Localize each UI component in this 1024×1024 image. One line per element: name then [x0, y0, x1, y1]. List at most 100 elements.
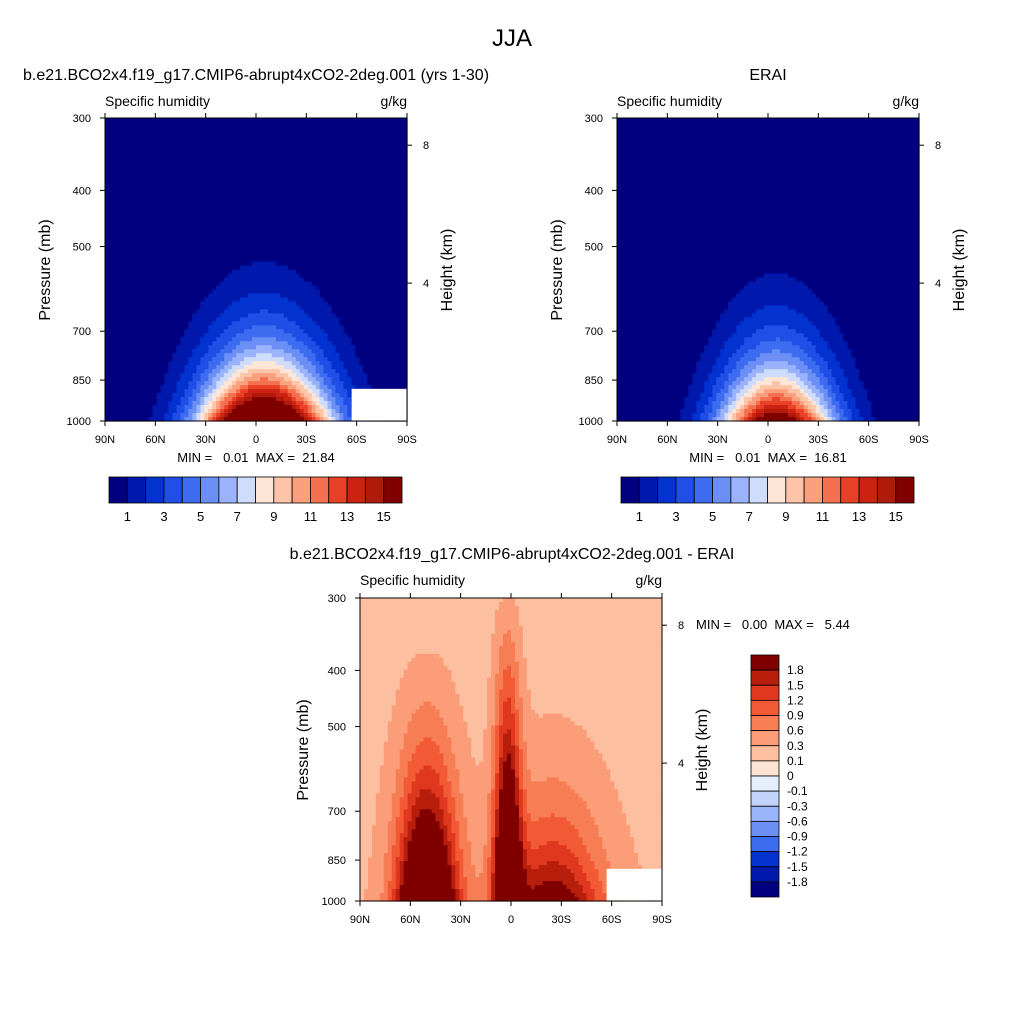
contour-cell: [335, 190, 340, 195]
contour-cell: [145, 138, 150, 143]
contour-cell: [355, 273, 360, 278]
contour-cell: [228, 210, 233, 215]
contour-cell: [343, 353, 348, 358]
contour-cell: [288, 333, 293, 338]
contour-cell: [339, 281, 344, 286]
contour-cell: [200, 270, 205, 275]
contour-cell: [141, 377, 146, 382]
contour-cell: [312, 238, 317, 243]
contour-cell: [332, 333, 337, 338]
contour-cell: [184, 397, 189, 402]
contour-cell: [272, 329, 277, 334]
contour-cell: [312, 373, 317, 378]
contour-cell: [244, 329, 249, 334]
contour-cell: [177, 134, 182, 139]
contour-cell: [276, 214, 281, 219]
contour-cell: [288, 230, 293, 235]
contour-cell: [288, 242, 293, 247]
contour-cell: [204, 365, 209, 370]
contour-cell: [284, 154, 289, 159]
contour-cell: [192, 154, 197, 159]
contour-cell: [188, 341, 193, 346]
contour-cell: [335, 305, 340, 310]
contour-cell: [351, 146, 356, 151]
contour-cell: [196, 266, 201, 271]
contour-cell: [173, 182, 178, 187]
contour-cell: [260, 281, 265, 286]
contour-cell: [284, 206, 289, 211]
contour-cell: [256, 381, 261, 386]
contour-cell: [351, 250, 356, 255]
contour-cell: [339, 297, 344, 302]
contour-cell: [216, 361, 221, 366]
contour-cell: [339, 162, 344, 167]
contour-cell: [125, 194, 130, 199]
contour-cell: [324, 293, 329, 298]
contour-cell: [145, 409, 150, 414]
contour-cell: [117, 206, 122, 211]
contour-cell: [316, 393, 321, 398]
contour-cell: [268, 365, 273, 370]
contour-cell: [304, 405, 309, 410]
contour-cell: [355, 325, 360, 330]
contour-cell: [212, 250, 217, 255]
contour-cell: [260, 146, 265, 151]
contour-cell: [173, 166, 178, 171]
contour-cell: [165, 194, 170, 199]
contour-cell: [260, 226, 265, 231]
contour-cell: [157, 409, 162, 414]
contour-cell: [288, 329, 293, 334]
contour-cell: [248, 405, 253, 410]
contour-cell: [173, 130, 178, 135]
contour-cell: [188, 190, 193, 195]
contour-cell: [212, 401, 217, 406]
contour-cell: [196, 409, 201, 414]
contour-cell: [276, 158, 281, 163]
contour-cell: [256, 254, 261, 259]
contour-cell: [328, 162, 333, 167]
contour-cell: [324, 345, 329, 350]
contour-cell: [308, 182, 313, 187]
contour-cell: [109, 341, 114, 346]
contour-cell: [125, 230, 130, 235]
contour-cell: [324, 281, 329, 286]
contour-cell: [363, 281, 368, 286]
contour-cell: [260, 230, 265, 235]
contour-cell: [157, 321, 162, 326]
contour-cell: [232, 250, 237, 255]
contour-cell: [129, 178, 134, 183]
contour-cell: [343, 357, 348, 362]
contour-cell: [181, 198, 186, 203]
contour-cell: [204, 262, 209, 267]
contour-cell: [117, 254, 122, 259]
contour-cell: [244, 337, 249, 342]
contour-cell: [184, 250, 189, 255]
contour-cell: [208, 389, 213, 394]
contour-cell: [165, 353, 170, 358]
contour-cell: [339, 154, 344, 159]
contour-cell: [296, 373, 301, 378]
contour-cell: [351, 174, 356, 179]
contour-cell: [133, 170, 138, 175]
contour-cell: [268, 397, 273, 402]
contour-cell: [248, 289, 253, 294]
contour-cell: [296, 182, 301, 187]
contour-cell: [292, 266, 297, 271]
contour-cell: [173, 222, 178, 227]
contour-cell: [177, 317, 182, 322]
contour-cell: [145, 270, 150, 275]
contour-cell: [149, 349, 154, 354]
contour-cell: [300, 178, 305, 183]
contour-cell: [200, 321, 205, 326]
contour-cell: [228, 194, 233, 199]
contour-cell: [312, 194, 317, 199]
contour-cell: [300, 190, 305, 195]
contour-cell: [236, 297, 241, 302]
contour-cell: [260, 273, 265, 278]
contour-cell: [363, 254, 368, 259]
contour-cell: [200, 130, 205, 135]
contour-cell: [208, 273, 213, 278]
contour-cell: [196, 381, 201, 386]
contour-cell: [137, 238, 142, 243]
contour-cell: [173, 349, 178, 354]
